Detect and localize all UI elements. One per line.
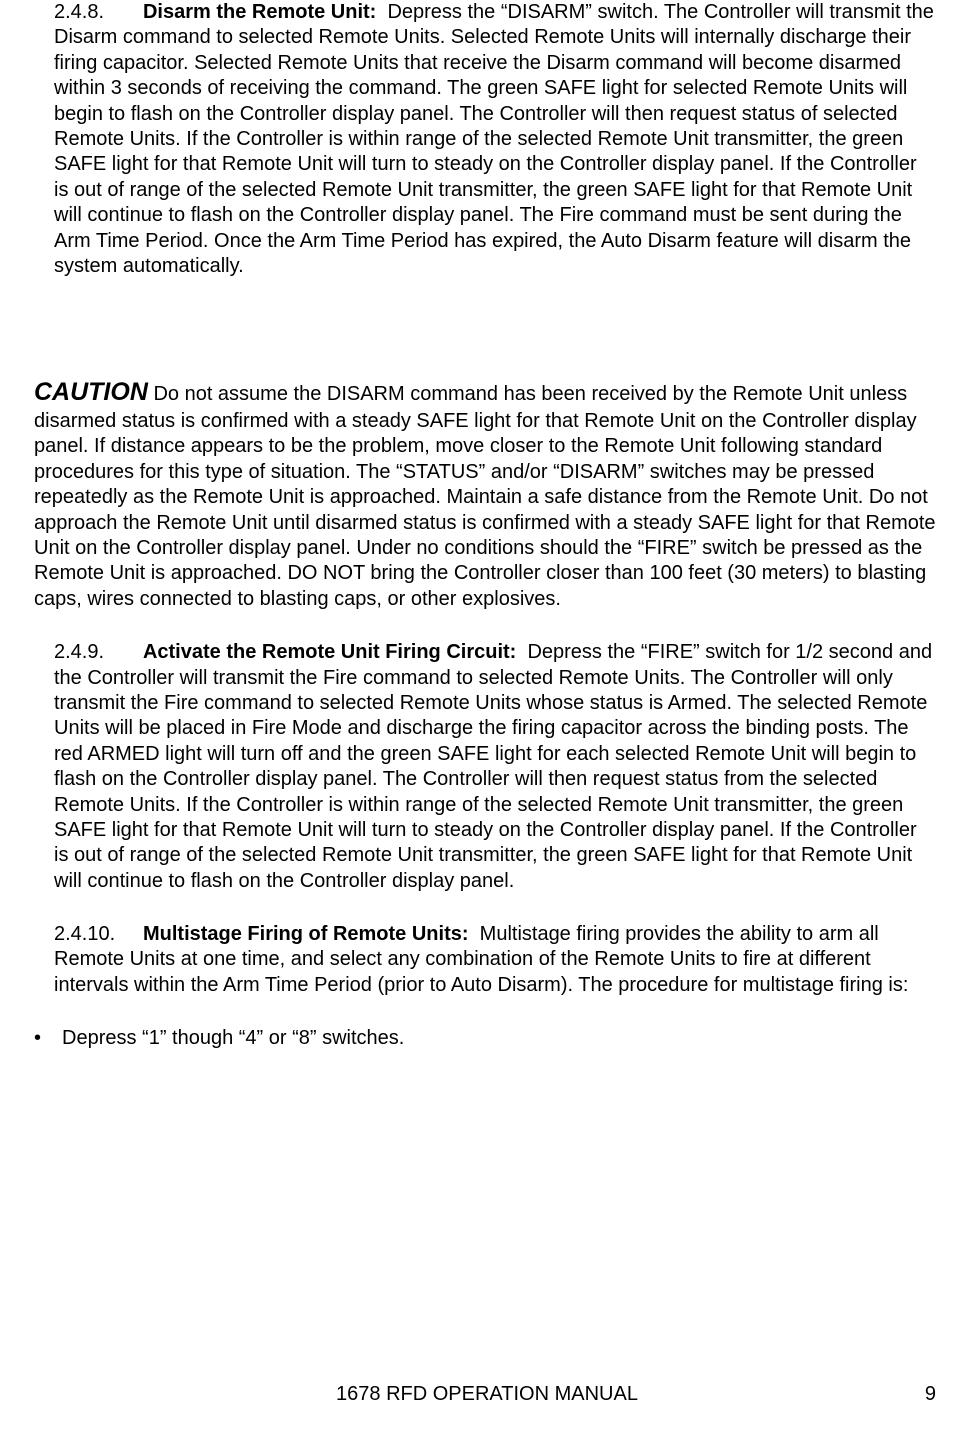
bullet-item: • Depress “1” though “4” or “8” switches… xyxy=(34,1026,940,1051)
section-body: Depress the “FIRE” switch for 1/2 second… xyxy=(54,641,932,892)
caution-label: CAUTION xyxy=(34,378,148,406)
footer-title: 1678 RFD OPERATION MANUAL xyxy=(336,1383,638,1406)
section-body: Depress the “DISARM” switch. The Control… xyxy=(54,1,934,277)
section-number: 2.4.10. xyxy=(54,923,115,945)
section-2-4-8: 2.4.8. Disarm the Remote Unit: Depress t… xyxy=(34,0,940,279)
section-number: 2.4.9. xyxy=(54,641,104,663)
section-2-4-9: 2.4.9. Activate the Remote Unit Firing C… xyxy=(34,640,940,894)
page-footer: 1678 RFD OPERATION MANUAL 9 xyxy=(0,1383,974,1406)
caution-body: Do not assume the DISARM command has bee… xyxy=(34,383,936,609)
bullet-icon: • xyxy=(34,1026,62,1051)
page: 2.4.8. Disarm the Remote Unit: Depress t… xyxy=(0,0,974,1440)
spacer xyxy=(34,307,940,377)
section-title: Activate the Remote Unit Firing Circuit: xyxy=(143,641,516,663)
section-2-4-10: 2.4.10. Multistage Firing of Remote Unit… xyxy=(34,922,940,998)
section-title: Disarm the Remote Unit: xyxy=(143,1,376,23)
caution-paragraph: CAUTION Do not assume the DISARM command… xyxy=(34,377,940,612)
section-number: 2.4.8. xyxy=(54,1,104,23)
bullet-text: Depress “1” though “4” or “8” switches. xyxy=(62,1026,940,1051)
section-title: Multistage Firing of Remote Units: xyxy=(143,923,469,945)
footer-page-number: 9 xyxy=(925,1383,936,1406)
